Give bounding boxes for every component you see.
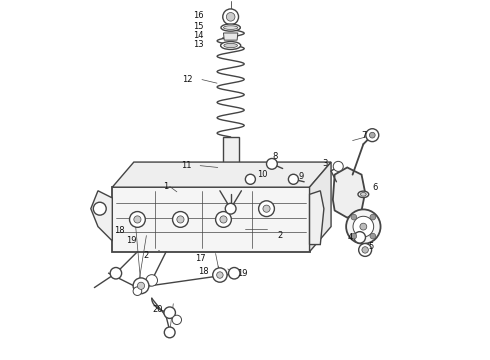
Text: 2: 2 xyxy=(143,251,148,260)
Circle shape xyxy=(366,129,379,141)
Circle shape xyxy=(228,267,240,279)
Polygon shape xyxy=(91,191,112,241)
Text: 19: 19 xyxy=(237,269,247,278)
Text: 18: 18 xyxy=(114,226,125,235)
Circle shape xyxy=(172,315,181,324)
Circle shape xyxy=(346,210,381,244)
Ellipse shape xyxy=(223,26,238,30)
Text: 16: 16 xyxy=(193,11,204,20)
Circle shape xyxy=(172,212,188,227)
Circle shape xyxy=(245,174,255,184)
Polygon shape xyxy=(310,162,331,252)
Text: 20: 20 xyxy=(153,305,163,314)
Ellipse shape xyxy=(221,24,240,31)
Polygon shape xyxy=(333,167,365,218)
Circle shape xyxy=(164,327,175,338)
Ellipse shape xyxy=(358,191,368,198)
Text: 1: 1 xyxy=(163,182,168,191)
Text: 2: 2 xyxy=(277,231,283,240)
Circle shape xyxy=(217,272,223,278)
Ellipse shape xyxy=(224,43,238,48)
Circle shape xyxy=(213,268,227,282)
Circle shape xyxy=(164,307,175,319)
Circle shape xyxy=(177,216,184,223)
Polygon shape xyxy=(112,162,331,187)
Text: 6: 6 xyxy=(372,183,378,192)
Text: 7: 7 xyxy=(362,131,367,140)
Text: 19: 19 xyxy=(126,236,137,245)
Circle shape xyxy=(267,158,277,169)
Circle shape xyxy=(333,161,343,171)
Circle shape xyxy=(289,174,298,184)
Text: 3: 3 xyxy=(322,159,327,168)
Text: 18: 18 xyxy=(198,267,208,276)
Ellipse shape xyxy=(361,193,366,196)
Circle shape xyxy=(216,212,231,227)
Circle shape xyxy=(353,216,374,237)
Text: 12: 12 xyxy=(182,75,193,84)
Text: 11: 11 xyxy=(181,161,191,170)
Text: 15: 15 xyxy=(193,22,204,31)
Polygon shape xyxy=(223,33,238,40)
Text: 13: 13 xyxy=(193,40,204,49)
Circle shape xyxy=(223,9,239,25)
Text: 14: 14 xyxy=(193,31,204,40)
Circle shape xyxy=(220,216,227,223)
Polygon shape xyxy=(310,191,324,244)
Polygon shape xyxy=(112,187,310,252)
Circle shape xyxy=(370,214,376,220)
Circle shape xyxy=(263,205,270,212)
Circle shape xyxy=(129,212,146,227)
Circle shape xyxy=(362,247,368,253)
Ellipse shape xyxy=(220,41,241,49)
Circle shape xyxy=(351,233,357,239)
Text: 8: 8 xyxy=(273,152,278,161)
Circle shape xyxy=(133,287,142,296)
Circle shape xyxy=(369,132,375,138)
Circle shape xyxy=(354,231,366,243)
Text: 9: 9 xyxy=(299,172,304,181)
Circle shape xyxy=(133,278,149,294)
Text: 5: 5 xyxy=(368,242,374,251)
Polygon shape xyxy=(223,137,239,194)
Circle shape xyxy=(360,223,367,230)
Text: 4: 4 xyxy=(347,233,352,242)
Circle shape xyxy=(226,13,235,21)
Text: 10: 10 xyxy=(258,170,268,179)
Circle shape xyxy=(110,267,122,279)
Circle shape xyxy=(259,201,274,217)
Circle shape xyxy=(134,216,141,223)
Circle shape xyxy=(359,243,371,256)
Circle shape xyxy=(93,202,106,215)
Circle shape xyxy=(146,275,157,286)
Circle shape xyxy=(137,282,145,289)
Circle shape xyxy=(351,214,357,220)
Text: 17: 17 xyxy=(195,255,205,264)
Circle shape xyxy=(225,203,236,214)
Circle shape xyxy=(370,233,376,239)
